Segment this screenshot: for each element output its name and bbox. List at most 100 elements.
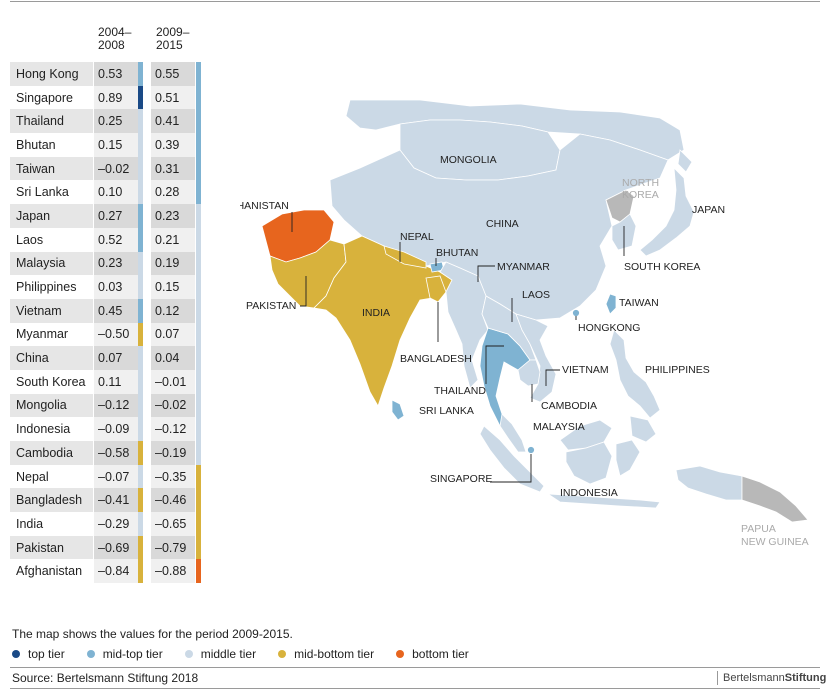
- tier-bar-2009-2015: [196, 204, 201, 228]
- value-2004-2008: 0.52: [94, 227, 138, 252]
- cambodia-region: [517, 359, 541, 387]
- table-row: Japan 0.27 0.23: [10, 204, 205, 228]
- table-row: Taiwan –0.02 0.31: [10, 156, 205, 181]
- value-2004-2008: 0.45: [94, 298, 138, 323]
- tier-bar-2009-2015: [196, 369, 201, 394]
- country-name: South Korea: [16, 374, 86, 389]
- footer-rule-top: [10, 667, 820, 668]
- tier-bar-2004-2008: [138, 275, 143, 299]
- country-name: Pakistan: [10, 535, 93, 560]
- label-philippines: PHILIPPINES: [645, 364, 710, 376]
- value-2004-2008: 0.11: [94, 369, 138, 394]
- value-2004-2008: –0.58: [94, 441, 138, 465]
- label-pakistan: PAKISTAN: [246, 300, 296, 312]
- label-bangladesh: BANGLADESH: [400, 353, 472, 365]
- papua-new-guinea-region: [741, 475, 809, 523]
- country-name: Sri Lanka: [16, 185, 69, 200]
- country-name: India: [16, 516, 44, 531]
- top-rule: [10, 1, 820, 2]
- value-2009-2015: –0.79: [151, 535, 195, 560]
- value-2004-2008: –0.07: [94, 464, 138, 489]
- tier-bar-2004-2008: [138, 488, 143, 513]
- label-hongkong: HONGKONG: [578, 322, 640, 334]
- country-name: Cambodia: [10, 441, 93, 465]
- country-name: Myanmar: [16, 327, 69, 342]
- label-india: INDIA: [362, 307, 390, 319]
- table-row: Bangladesh –0.41 –0.46: [10, 488, 205, 513]
- philippines-region: [609, 329, 661, 443]
- tier-bar-2004-2008: [138, 464, 143, 489]
- country-table: Hong Kong 0.53 0.55 Singapore 0.89 0.51 Thaila…: [10, 62, 205, 584]
- tier-bar-2009-2015: [196, 109, 201, 134]
- legend-label: mid-top tier: [102, 647, 163, 661]
- legend-label: middle tier: [200, 647, 257, 661]
- legend-dot-icon: [184, 650, 193, 658]
- tier-bar-2009-2015: [196, 393, 201, 418]
- tier-bar-2009-2015: [196, 251, 201, 276]
- table-row: Philippines 0.03 0.15: [10, 275, 205, 299]
- value-2009-2015: –0.65: [151, 512, 195, 536]
- table-row: Mongolia –0.12 –0.02: [10, 393, 205, 418]
- country-name: Bhutan: [16, 137, 56, 152]
- tier-bar-2004-2008: [138, 322, 143, 347]
- tier-bar-2004-2008: [138, 393, 143, 418]
- label-mongolia: MONGOLIA: [440, 154, 497, 166]
- table-row: Cambodia –0.58 –0.19: [10, 441, 205, 465]
- country-name: Philippines: [16, 280, 77, 295]
- legend-item: middle tier: [184, 647, 257, 661]
- country-name: China: [10, 346, 93, 370]
- value-2004-2008: –0.50: [94, 322, 138, 347]
- table-row: India –0.29 –0.65: [10, 512, 205, 536]
- tier-bar-2004-2008: [138, 251, 143, 276]
- value-2004-2008: 0.15: [94, 133, 138, 157]
- label-indonesia: INDONESIA: [560, 487, 618, 499]
- leader-thailand: [485, 345, 504, 384]
- value-2009-2015: 0.31: [151, 156, 195, 181]
- label-malaysia: MALAYSIA: [533, 421, 585, 433]
- table-row: Afghanistan –0.84 –0.88: [10, 559, 205, 584]
- table-row: Sri Lanka 0.10 0.28: [10, 180, 205, 205]
- tier-bar-2009-2015: [196, 275, 201, 299]
- mongolia-region: [399, 119, 561, 181]
- value-2004-2008: –0.02: [94, 156, 138, 181]
- value-2004-2008: 0.53: [94, 62, 138, 86]
- value-2009-2015: –0.35: [151, 464, 195, 489]
- country-name: Nepal: [16, 469, 49, 484]
- tier-bar-2004-2008: [138, 346, 143, 370]
- asia-map: MONGOLIA NORTH KOREA JAPAN CHINA AFGHANI…: [240, 100, 809, 548]
- label-vietnam: VIETNAM: [562, 364, 609, 376]
- label-afghanistan: AFGHANISTAN: [240, 200, 289, 212]
- tier-bar-2004-2008: [138, 133, 143, 157]
- country-name: Bangladesh: [10, 488, 93, 513]
- tier-bar-2009-2015: [196, 417, 201, 441]
- label-north-korea-2: KOREA: [622, 189, 659, 201]
- footer-rule-bottom: [10, 688, 820, 689]
- brand-separator: [717, 671, 718, 685]
- value-2009-2015: 0.21: [151, 227, 195, 252]
- header-2009-2015-text: 2009– 2015: [156, 25, 190, 52]
- brand-regular: Bertelsmann: [723, 672, 785, 684]
- table-row: Vietnam 0.45 0.12: [10, 298, 205, 323]
- tier-bar-2004-2008: [138, 109, 143, 134]
- brand-bold: Stiftung: [784, 672, 827, 684]
- leader-myanmar: [477, 265, 495, 282]
- label-south-korea: SOUTH KOREA: [624, 261, 700, 273]
- tier-bar-2009-2015: [196, 322, 201, 347]
- tier-bar-2009-2015: [196, 559, 201, 584]
- value-2004-2008: –0.69: [94, 535, 138, 560]
- label-myanmar: MYANMAR: [497, 261, 550, 273]
- source-note: Source: Bertelsmann Stiftung 2018: [12, 671, 199, 685]
- tier-bar-2009-2015: [196, 298, 201, 323]
- country-name: Indonesia: [16, 422, 71, 437]
- tier-bar-2004-2008: [138, 535, 143, 560]
- tier-bar-2004-2008: [138, 512, 143, 536]
- label-taiwan: TAIWAN: [619, 297, 659, 309]
- tier-bar-2004-2008: [138, 559, 143, 584]
- country-name: Afghanistan: [16, 564, 83, 579]
- value-2009-2015: –0.88: [151, 559, 195, 584]
- value-2009-2015: 0.23: [151, 204, 195, 228]
- tier-bar-2009-2015: [196, 156, 201, 181]
- legend-item: mid-bottom tier: [278, 647, 374, 661]
- singapore-marker: [527, 446, 535, 454]
- tier-bar-2004-2008: [138, 180, 143, 205]
